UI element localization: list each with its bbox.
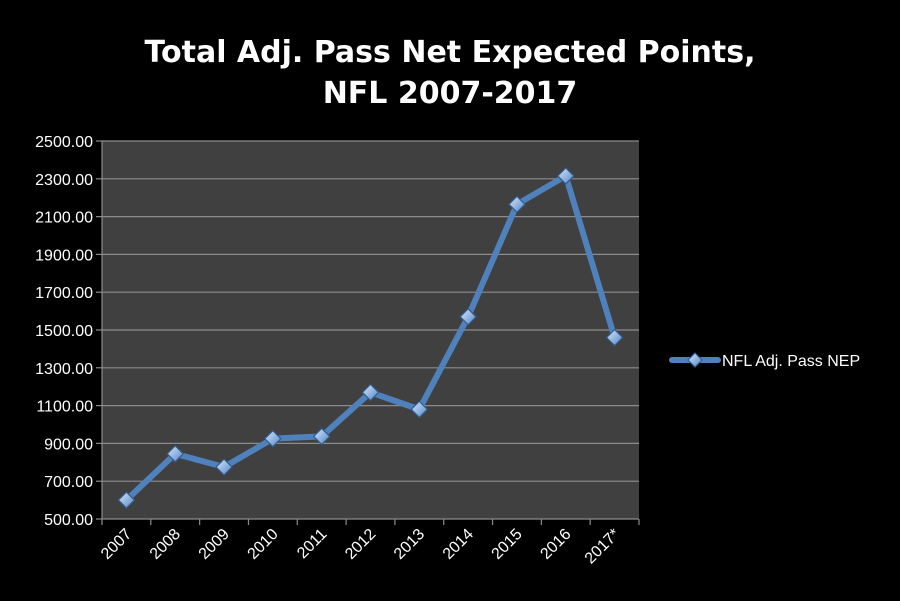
x-tick-label: 2010 [245,526,282,563]
y-tick-label: 2500.00 [35,134,93,151]
x-tick-label: 2012 [342,526,379,563]
x-tick-label: 2011 [294,526,330,562]
x-tick-label: 2007 [98,526,135,563]
y-tick-label: 1900.00 [35,247,93,264]
y-tick-label: 2100.00 [35,210,93,227]
gridlines [102,140,639,482]
chart-title-line-1: Total Adj. Pass Net Expected Points, [145,35,756,70]
legend-label: NFL Adj. Pass NEP [722,353,860,370]
data-point-marker [459,307,477,326]
data-point-marker [166,444,185,463]
data-point-marker [117,491,136,509]
data-point-marker [361,383,380,402]
y-axis-ticks: 500.00 700.00 900.00 1100.00 1300.00 1500.00 1… [35,134,102,529]
y-tick-label: 2300.00 [35,172,93,189]
x-tick-label: 2015 [489,526,526,563]
y-tick-label: 1100.00 [36,399,93,416]
data-point-marker [410,400,429,419]
data-point-marker [312,427,331,446]
x-tick-label: 2016 [537,526,574,563]
data-point-marker [605,328,624,347]
legend: NFL Adj. Pass NEP [669,352,860,370]
chart-title-line-2: NFL 2007-2017 [323,76,578,111]
data-point-marker [508,195,526,214]
legend-swatch-marker [687,352,703,368]
x-tick-label: 2017* [582,526,624,568]
y-tick-label: 1700.00 [35,285,93,302]
data-point-marker [556,167,575,185]
y-tick-label: 700.00 [44,474,93,491]
x-tick-label: 2013 [391,526,428,563]
y-tick-label: 1500.00 [35,323,93,340]
data-point-marker [264,429,282,448]
x-tick-label: 2014 [440,526,477,563]
data-point-marker [215,458,233,476]
x-tick-label: 2008 [147,526,184,563]
y-tick-label: 1300.00 [35,361,93,378]
x-axis-ticks: 2007 2008 2009 2010 2011 2012 2013 2014 2015 2016… [98,519,640,568]
y-tick-label: 900.00 [44,436,93,453]
x-tick-label: 2009 [196,526,233,563]
y-tick-label: 500.00 [44,512,93,529]
series-group [117,167,624,509]
